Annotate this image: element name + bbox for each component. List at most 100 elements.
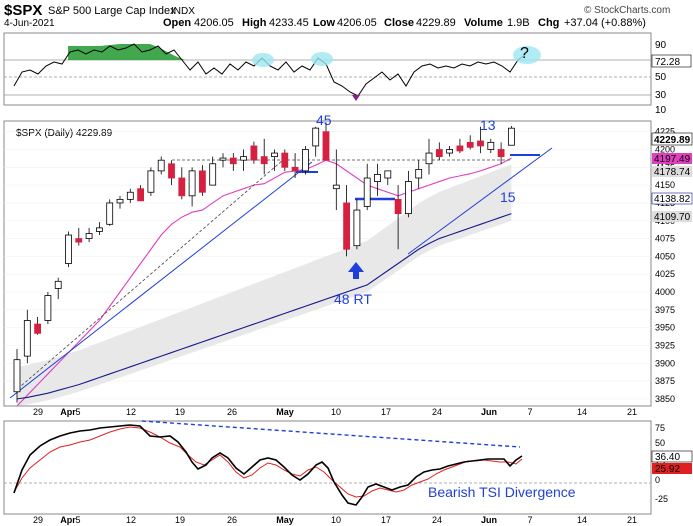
high-value: 4233.45 <box>269 17 309 29</box>
x-tick-label: Jun <box>481 407 497 417</box>
candle-body <box>260 156 268 165</box>
candle-body <box>332 184 340 190</box>
candle-body <box>178 177 186 197</box>
tsi-annotation: Bearish TSI Divergence <box>428 484 576 500</box>
x-tick-label: 17 <box>381 407 391 417</box>
x-tick-label: May <box>276 515 294 525</box>
candle-body <box>507 127 515 146</box>
price-tick-label: 3975 <box>655 305 675 315</box>
candle-body <box>301 149 309 172</box>
x-tick-label: 21 <box>627 515 637 525</box>
x-axis-tsi: 29 Apr 5 12 19 26 May 10 17 24 Jun 7 14 21 <box>33 515 637 525</box>
open-value: 4206.05 <box>194 17 234 29</box>
candle-body <box>363 177 371 207</box>
price-tick-label: 4025 <box>655 269 675 279</box>
x-tick-label: 10 <box>331 407 341 417</box>
x-tick-label: 29 <box>33 515 43 525</box>
x-tick-label: 24 <box>432 515 442 525</box>
tsi-panel-frame <box>3 420 652 515</box>
candle-body <box>96 227 103 232</box>
candle-body <box>271 152 278 158</box>
price-tick-label: 4150 <box>655 180 675 190</box>
annotation-48rt: 48 RT <box>334 291 372 307</box>
watermark: © StockCharts.com <box>584 5 670 16</box>
x-tick-label: 17 <box>381 515 391 525</box>
candle-body <box>209 163 217 186</box>
rsi-level-50: 50 <box>655 72 667 83</box>
band-area <box>17 164 512 406</box>
x-tick-label: 19 <box>175 407 185 417</box>
trendline <box>407 147 553 255</box>
tag-close: 4229.89 <box>654 135 691 146</box>
candle-body <box>497 149 505 158</box>
tsi-line <box>13 424 523 506</box>
chg-label: Chg <box>538 17 559 29</box>
candle-body <box>384 170 392 179</box>
rsi-question-mark: ? <box>520 45 529 62</box>
high-label: High <box>242 17 267 29</box>
candle-body <box>44 295 52 321</box>
tsi-tag: 36.40 <box>655 452 680 463</box>
close-label: Close <box>384 17 414 29</box>
candle-body <box>219 157 227 161</box>
tag-ma-short: 4197.49 <box>654 154 691 165</box>
rsi-panel: ? 90 70 50 30 10 72.28 <box>3 32 692 116</box>
x-tick-label: 14 <box>577 515 587 525</box>
annotation-45: 45 <box>316 112 332 128</box>
price-tick-label: 3875 <box>655 376 675 386</box>
candle-body <box>322 131 330 161</box>
tsi-tick-label: 0 <box>655 475 660 485</box>
price-tick-label: 4000 <box>655 287 675 297</box>
candle-body <box>425 152 433 165</box>
candle-body <box>147 170 155 193</box>
candle-body <box>229 157 237 165</box>
x-tick-label: 19 <box>175 515 185 525</box>
candle-body <box>240 156 248 161</box>
x-tick-label: 5 <box>75 407 80 417</box>
moving-averages <box>16 157 512 407</box>
candle-body <box>404 181 412 215</box>
x-tick-label: 14 <box>577 407 587 417</box>
candle-body <box>394 198 402 215</box>
open-label: Open <box>163 17 191 29</box>
x-tick-label: 21 <box>627 407 637 417</box>
symbol: $SPX <box>4 2 42 19</box>
low-label: Low <box>313 17 335 29</box>
candle-body <box>466 141 474 148</box>
candle-body <box>477 140 484 147</box>
price-tick-label: 4200 <box>655 145 675 155</box>
rsi-highlight-circle <box>311 52 333 66</box>
tsi-signal-tag: 25.92 <box>655 464 680 475</box>
rsi-level-30: 30 <box>655 90 667 101</box>
trendline-dashed <box>13 159 284 393</box>
low-value: 4206.05 <box>337 17 377 29</box>
tag-ma-long: 4138.82 <box>654 194 691 205</box>
x-tick-label: 12 <box>126 515 136 525</box>
candle-body <box>250 145 258 161</box>
ma-long-line <box>16 213 512 400</box>
ma-short-line <box>16 157 512 407</box>
x-tick-label: Apr <box>60 407 76 417</box>
candle-body <box>374 174 381 182</box>
rsi-line <box>13 43 527 97</box>
volume-label: Volume <box>464 17 503 29</box>
annotation-13: 13 <box>480 117 496 133</box>
tsi-tick-label: 50 <box>655 438 665 448</box>
rsi-value-tag: 72.28 <box>655 57 680 68</box>
rsi-oversold-marker <box>352 95 360 101</box>
candle-body <box>353 209 361 247</box>
candle-body <box>198 170 206 193</box>
candle-body <box>13 359 21 393</box>
x-axis-price: 29 Apr 5 12 19 26 May 10 17 24 Jun 7 14 21 <box>33 407 637 417</box>
divergence-line <box>141 420 521 448</box>
candle-body <box>281 152 289 168</box>
x-tick-label: 10 <box>331 515 341 525</box>
rsi-highlight-circle <box>513 46 541 64</box>
candle-body <box>85 233 93 239</box>
price-tick-label: 3925 <box>655 340 675 350</box>
rsi-highlight-circle <box>252 53 274 67</box>
x-tick-label: 26 <box>227 407 237 417</box>
candlesticks <box>13 122 515 403</box>
price-tick-label: 4225 <box>655 127 675 137</box>
